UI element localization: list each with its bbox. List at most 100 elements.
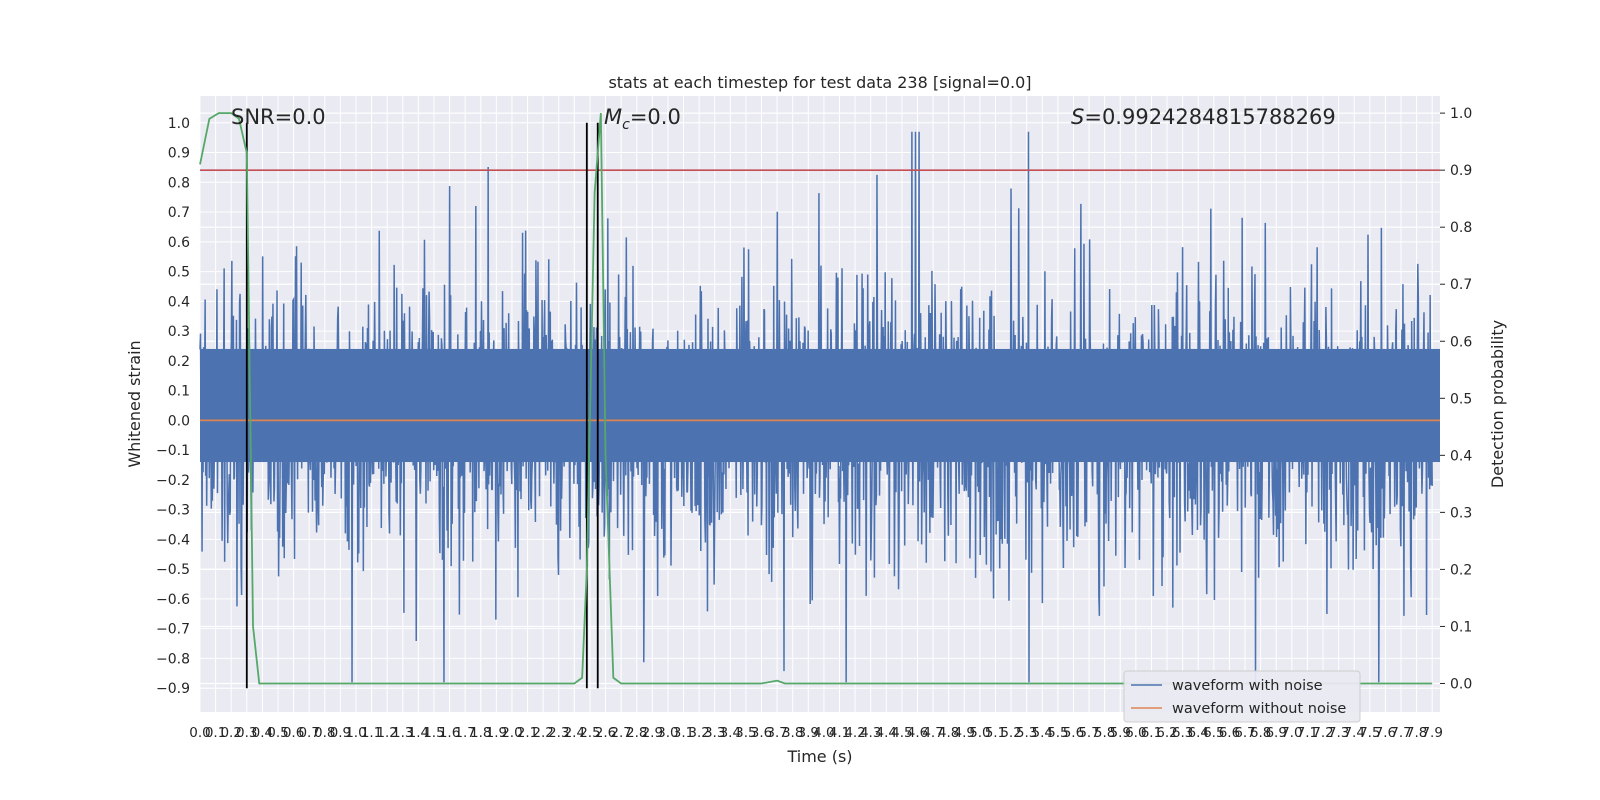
x-tick-label: 7.2 <box>1312 725 1333 741</box>
x-axis-label: Time (s) <box>786 747 852 766</box>
y-ticks-left: −0.9 −0.8 −0.7 −0.6 −0.5 −0.4 −0.3 −0.2 −0.1 0.0 0… <box>156 116 190 697</box>
x-tick-label: 4.3 <box>860 725 881 741</box>
y-tick-label-left: 0.1 <box>168 384 190 400</box>
x-tick-label: 2.7 <box>610 725 631 741</box>
annotation-statistic: S=0.9924284815788269 <box>1071 105 1336 129</box>
y-tick-label-left: 0.6 <box>168 235 190 251</box>
x-tick-label: 2.5 <box>579 725 600 741</box>
x-tick-label: 7.1 <box>1297 725 1318 741</box>
y-tick-label-left: −0.1 <box>156 443 190 459</box>
x-tick-label: 6.4 <box>1187 725 1208 741</box>
x-tick-label: 1.6 <box>439 725 460 741</box>
x-tick-label: 7.6 <box>1375 725 1396 741</box>
x-tick-label: 1.4 <box>408 725 429 741</box>
x-tick-label: 5.6 <box>1063 725 1084 741</box>
y-tick-label-right: 0.4 <box>1450 448 1472 464</box>
legend-label-no-noise: waveform without noise <box>1172 701 1346 717</box>
x-tick-label: 4.8 <box>938 725 959 741</box>
y-ticks-right: 0.0 0.1 0.2 0.3 0.4 0.5 0.6 0.7 0.8 0.9 1.0 <box>1440 106 1472 692</box>
x-tick-label: 0.7 <box>298 725 319 741</box>
y-tick-label-right: 0.1 <box>1450 619 1472 635</box>
y-tick-label-left: 0.3 <box>168 324 190 340</box>
annotation-chirp-mass: Mc=0.0 <box>604 105 681 133</box>
y-axis-label-left: Whitened strain <box>125 340 144 467</box>
x-tick-label: 1.2 <box>376 725 397 741</box>
y-tick-label-left: −0.9 <box>156 681 190 697</box>
x-tick-label: 1.0 <box>345 725 366 741</box>
legend-label-noise: waveform with noise <box>1172 678 1323 694</box>
x-tick-label: 7.3 <box>1328 725 1349 741</box>
x-tick-label: 6.1 <box>1141 725 1162 741</box>
y-tick-label-right: 0.9 <box>1450 163 1472 179</box>
x-tick-label: 5.8 <box>1094 725 1115 741</box>
y-tick-label-left: 0.4 <box>168 294 190 310</box>
x-tick-label: 0.9 <box>330 725 351 741</box>
x-tick-label: 3.0 <box>657 725 678 741</box>
x-tick-label: 5.0 <box>969 725 990 741</box>
y-tick-label-right: 0.2 <box>1450 562 1472 578</box>
x-tick-label: 1.7 <box>454 725 475 741</box>
x-tick-label: 7.8 <box>1406 725 1427 741</box>
x-tick-label: 3.5 <box>735 725 756 741</box>
y-tick-label-left: −0.6 <box>156 592 190 608</box>
x-tick-label: 3.3 <box>704 725 725 741</box>
y-axis-label-right: Detection probability <box>1488 320 1507 488</box>
x-tick-label: 2.6 <box>595 725 616 741</box>
chart-title: stats at each timestep for test data 238… <box>608 73 1031 92</box>
x-tick-label: 1.8 <box>470 725 491 741</box>
x-tick-label: 4.7 <box>922 725 943 741</box>
legend-box <box>1123 670 1361 723</box>
y-tick-label-right: 1.0 <box>1450 106 1472 122</box>
y-tick-label-right: 0.6 <box>1450 334 1472 350</box>
x-tick-label: 7.0 <box>1281 725 1302 741</box>
x-tick-label: 0.4 <box>252 725 273 741</box>
x-tick-label: 2.4 <box>564 725 585 741</box>
x-tick-label: 0.2 <box>220 725 241 741</box>
x-tick-label: 6.3 <box>1172 725 1193 741</box>
y-tick-label-left: −0.4 <box>156 532 190 548</box>
y-tick-label-left: −0.2 <box>156 473 190 489</box>
detection-probability-line <box>199 112 1433 685</box>
annotation-snr: SNR=0.0 <box>231 105 326 129</box>
x-tick-label: 0.1 <box>205 725 226 741</box>
x-tick-label: 2.9 <box>642 725 663 741</box>
x-tick-label: 3.2 <box>688 725 709 741</box>
y-tick-label-left: 0.0 <box>168 413 190 429</box>
y-tick-label-left: 0.9 <box>168 146 190 162</box>
x-tick-label: 6.8 <box>1250 725 1271 741</box>
x-tick-label: 2.8 <box>626 725 647 741</box>
x-tick-label: 7.4 <box>1343 725 1364 741</box>
probability-series-group <box>199 112 1433 685</box>
x-tick-label: 0.6 <box>283 725 304 741</box>
x-tick-label: 5.3 <box>1016 725 1037 741</box>
x-tick-label: 1.3 <box>392 725 413 741</box>
x-ticks: 0.00.10.20.30.40.50.60.70.80.91.01.11.21… <box>189 725 1443 741</box>
x-tick-label: 3.9 <box>798 725 819 741</box>
y-tick-label-left: −0.5 <box>156 562 190 578</box>
y-tick-label-left: −0.3 <box>156 503 190 519</box>
y-tick-label-left: 0.7 <box>168 205 190 221</box>
y-tick-label-left: 1.0 <box>168 116 190 132</box>
x-tick-label: 4.0 <box>813 725 834 741</box>
y-tick-label-left: −0.7 <box>156 622 190 638</box>
y-tick-label-left: 0.5 <box>168 265 190 281</box>
x-tick-label: 6.7 <box>1234 725 1255 741</box>
x-tick-label: 0.3 <box>236 725 257 741</box>
x-tick-label: 2.3 <box>548 725 569 741</box>
x-tick-label: 7.5 <box>1359 725 1380 741</box>
x-tick-label: 2.0 <box>501 725 522 741</box>
x-tick-label: 2.2 <box>532 725 553 741</box>
x-tick-label: 5.4 <box>1032 725 1053 741</box>
noise-waveform-group <box>199 131 1440 683</box>
x-tick-label: 4.5 <box>891 725 912 741</box>
x-tick-label: 6.9 <box>1265 725 1286 741</box>
y-tick-label-left: 0.2 <box>168 354 190 370</box>
x-tick-label: 4.4 <box>876 725 897 741</box>
x-tick-label: 1.1 <box>361 725 382 741</box>
x-tick-label: 4.2 <box>844 725 865 741</box>
x-tick-label: 5.1 <box>985 725 1006 741</box>
x-tick-label: 1.9 <box>486 725 507 741</box>
noise-waveform-dense-band <box>200 348 1440 463</box>
x-tick-label: 2.1 <box>517 725 538 741</box>
